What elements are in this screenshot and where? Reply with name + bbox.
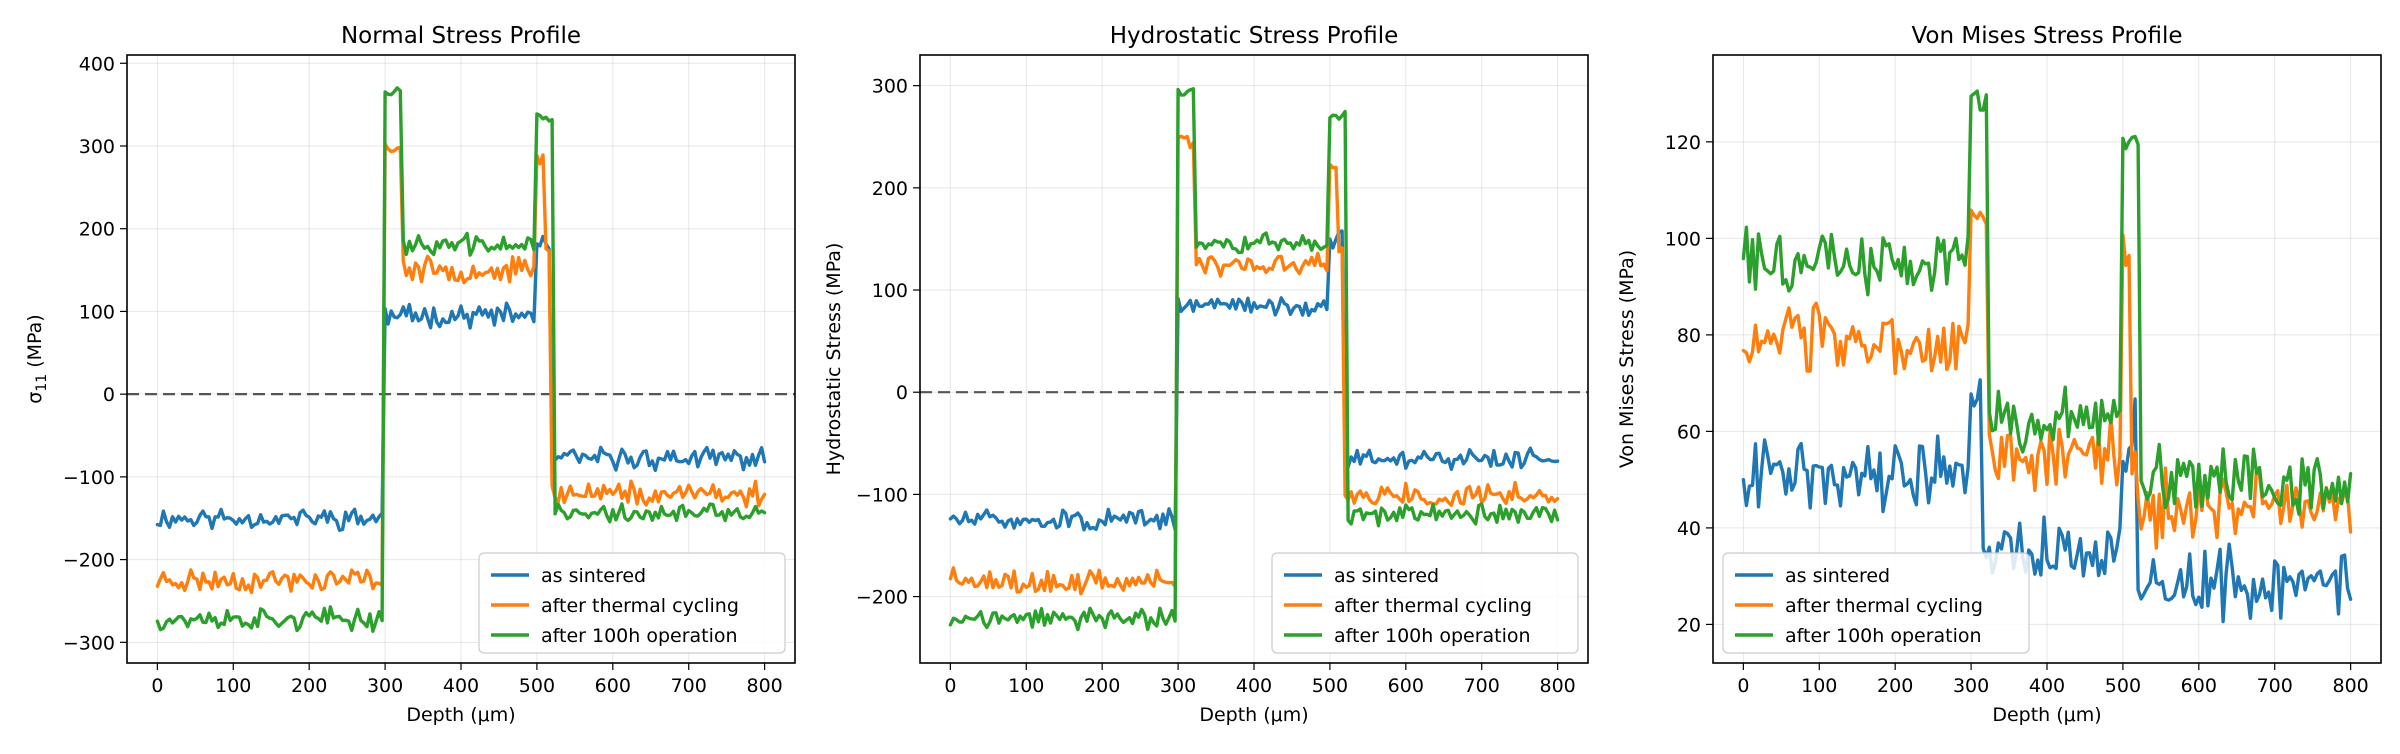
x-tick-label: 600 bbox=[2181, 675, 2217, 697]
x-axis-label: Depth (μm) bbox=[1992, 704, 2101, 726]
x-tick-label: 100 bbox=[1801, 675, 1837, 697]
x-tick-label: 400 bbox=[1236, 675, 1272, 697]
y-tick-label: −100 bbox=[63, 467, 115, 489]
legend-box bbox=[1722, 552, 2030, 654]
x-tick-label: 300 bbox=[367, 675, 403, 697]
x-tick-label: 100 bbox=[1008, 675, 1044, 697]
y-tick-label: −100 bbox=[856, 484, 908, 506]
legend-label: as sintered bbox=[1334, 565, 1439, 587]
x-tick-label: 500 bbox=[1312, 675, 1348, 697]
legend-label: as sintered bbox=[1785, 565, 1890, 587]
x-tick-label: 800 bbox=[747, 675, 783, 697]
series-line-after-100h-operation bbox=[155, 86, 767, 633]
legend-box bbox=[1271, 552, 1579, 654]
legend-label: after 100h operation bbox=[541, 625, 738, 647]
y-tick-label: 60 bbox=[1677, 421, 1701, 443]
legend: as sintered after thermal cycling after 10… bbox=[1271, 552, 1579, 654]
y-axis-label-main: Von Mises Stress (MPa) bbox=[1616, 250, 1638, 468]
legend-label: after 100h operation bbox=[1785, 625, 1982, 647]
y-axis-label-main: σ bbox=[24, 392, 46, 404]
x-tick-label: 800 bbox=[1540, 675, 1576, 697]
chart-panel-3: 0 100 200 300 400 500 600 700 800 20 40 60 80 100 120 V… bbox=[1616, 23, 2382, 726]
series-line-after-thermal-cycling bbox=[1741, 208, 2353, 550]
series-line-after-thermal-cycling bbox=[155, 142, 767, 595]
x-tick-label: 800 bbox=[2333, 675, 2369, 697]
x-tick-label: 500 bbox=[2105, 675, 2141, 697]
x-axis-label: Depth (μm) bbox=[1199, 704, 1308, 726]
y-tick-label: 100 bbox=[1665, 228, 1701, 250]
x-tick-label: 500 bbox=[519, 675, 555, 697]
y-tick-label: 300 bbox=[872, 76, 908, 98]
x-tick-label: 200 bbox=[1877, 675, 1913, 697]
x-tick-label: 100 bbox=[215, 675, 251, 697]
y-axis-label-unit: (MPa) bbox=[24, 314, 46, 374]
y-tick-label: 200 bbox=[79, 219, 115, 241]
y-axis-label-main: Hydrostatic Stress (MPa) bbox=[823, 243, 845, 476]
y-tick-label: 100 bbox=[872, 280, 908, 302]
x-tick-label: 0 bbox=[944, 675, 956, 697]
series-line-after-thermal-cycling bbox=[948, 134, 1560, 596]
y-tick-label: 0 bbox=[896, 382, 908, 404]
x-tick-label: 700 bbox=[671, 675, 707, 697]
y-tick-label: 40 bbox=[1677, 518, 1701, 540]
y-axis-label: σ11 (MPa) bbox=[24, 314, 50, 403]
y-tick-label: 20 bbox=[1677, 614, 1701, 636]
panel-title: Hydrostatic Stress Profile bbox=[1110, 23, 1399, 49]
series-line-after-100h-operation bbox=[948, 87, 1560, 632]
legend-box bbox=[478, 552, 786, 654]
x-tick-label: 600 bbox=[595, 675, 631, 697]
y-tick-label: 400 bbox=[79, 53, 115, 75]
legend-label: after thermal cycling bbox=[1785, 595, 1983, 617]
chart-panel-1: 0 100 200 300 400 500 600 700 800 −300 −200 −100 0 10… bbox=[24, 23, 796, 726]
x-tick-label: 700 bbox=[2257, 675, 2293, 697]
series-line-as-sintered bbox=[948, 229, 1560, 532]
x-tick-label: 400 bbox=[2029, 675, 2065, 697]
x-tick-label: 600 bbox=[1388, 675, 1424, 697]
legend-label: after thermal cycling bbox=[541, 595, 739, 617]
series-line-as-sintered bbox=[1741, 378, 2353, 624]
y-tick-label: −200 bbox=[856, 587, 908, 609]
legend-label: as sintered bbox=[541, 565, 646, 587]
chart-panel-2: 0 100 200 300 400 500 600 700 800 −200 −100 0 100 200… bbox=[823, 23, 1589, 726]
x-tick-label: 400 bbox=[443, 675, 479, 697]
legend-label: after thermal cycling bbox=[1334, 595, 1532, 617]
legend: as sintered after thermal cycling after 10… bbox=[478, 552, 786, 654]
y-tick-label: 300 bbox=[79, 136, 115, 158]
panel-title: Von Mises Stress Profile bbox=[1911, 23, 2182, 49]
x-tick-label: 0 bbox=[151, 675, 163, 697]
series-line-as-sintered bbox=[155, 234, 767, 532]
y-tick-label: −200 bbox=[63, 550, 115, 572]
series-line-after-100h-operation bbox=[1741, 89, 2353, 516]
x-axis-label: Depth (μm) bbox=[406, 704, 515, 726]
x-tick-label: 200 bbox=[1084, 675, 1120, 697]
x-tick-label: 700 bbox=[1464, 675, 1500, 697]
y-tick-label: 200 bbox=[872, 178, 908, 200]
y-tick-label: 80 bbox=[1677, 325, 1701, 347]
y-tick-label: 100 bbox=[79, 301, 115, 323]
panel-title: Normal Stress Profile bbox=[341, 23, 581, 49]
y-tick-label: −300 bbox=[63, 632, 115, 654]
x-tick-label: 300 bbox=[1160, 675, 1196, 697]
legend: as sintered after thermal cycling after 10… bbox=[1722, 552, 2030, 654]
y-axis-label: Hydrostatic Stress (MPa) bbox=[823, 243, 845, 476]
x-tick-label: 0 bbox=[1737, 675, 1749, 697]
y-axis-label-subscript: 11 bbox=[34, 374, 50, 392]
y-tick-label: 120 bbox=[1665, 132, 1701, 154]
y-tick-label: 0 bbox=[103, 384, 115, 406]
x-tick-label: 200 bbox=[291, 675, 327, 697]
legend-label: after 100h operation bbox=[1334, 625, 1531, 647]
y-axis-label: Von Mises Stress (MPa) bbox=[1616, 250, 1638, 468]
x-tick-label: 300 bbox=[1953, 675, 1989, 697]
